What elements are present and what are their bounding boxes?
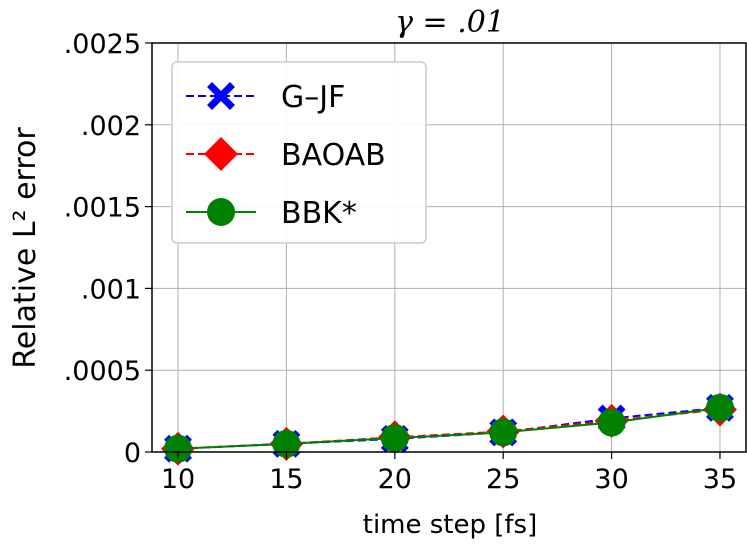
legend-box: [171, 61, 427, 244]
y-tick-label: 0: [124, 438, 141, 469]
x-tick-label: 25: [486, 464, 520, 495]
x-tick-label: 15: [269, 464, 303, 495]
y-tick-label: .0025: [64, 29, 141, 60]
legend-label-bbk: BBK*: [281, 196, 357, 231]
legend-marker-bbk: [207, 198, 235, 226]
legend-label-g-jf: G–JF: [281, 80, 345, 115]
series-line-bbk: [177, 406, 721, 450]
series-line-g-jf: [177, 406, 721, 450]
legend-label-baoab: BAOAB: [281, 138, 386, 173]
data-point-bbk: [272, 429, 301, 458]
x-tick-label: 10: [161, 464, 195, 495]
legend-marker-g-jf: [207, 82, 235, 110]
y-axis-ticks: 0 .0005 .001 .0015 .002 .0025: [64, 29, 152, 469]
series-bbk: [164, 393, 734, 463]
x-axis-ticks: 10 15 20 25 30 35: [161, 452, 737, 495]
data-point-bbk: [597, 408, 626, 437]
series-g-jf: [164, 393, 734, 463]
y-tick-label: .001: [81, 274, 141, 305]
y-tick-label: .002: [81, 111, 141, 142]
legend-marker-baoab: [204, 137, 238, 171]
chart-title: γ = .01: [395, 5, 505, 40]
x-axis-label: time step [fs]: [363, 510, 538, 540]
legend: G–JF BAOAB BBK*: [171, 61, 427, 244]
x-tick-label: 30: [594, 464, 628, 495]
data-point-bbk: [489, 418, 518, 447]
x-tick-label: 20: [378, 464, 412, 495]
data-point-bbk: [380, 424, 409, 453]
plot-frame: [151, 42, 747, 453]
x-tick-label: 35: [703, 464, 737, 495]
data-point-bbk: [164, 434, 193, 463]
y-tick-label: .0005: [64, 356, 141, 387]
series-baoab: [161, 392, 737, 466]
y-axis-label: Relative L² error: [8, 127, 43, 369]
y-tick-label: .0015: [64, 193, 141, 224]
series-layer: [161, 392, 737, 466]
data-point-bbk: [705, 393, 734, 422]
